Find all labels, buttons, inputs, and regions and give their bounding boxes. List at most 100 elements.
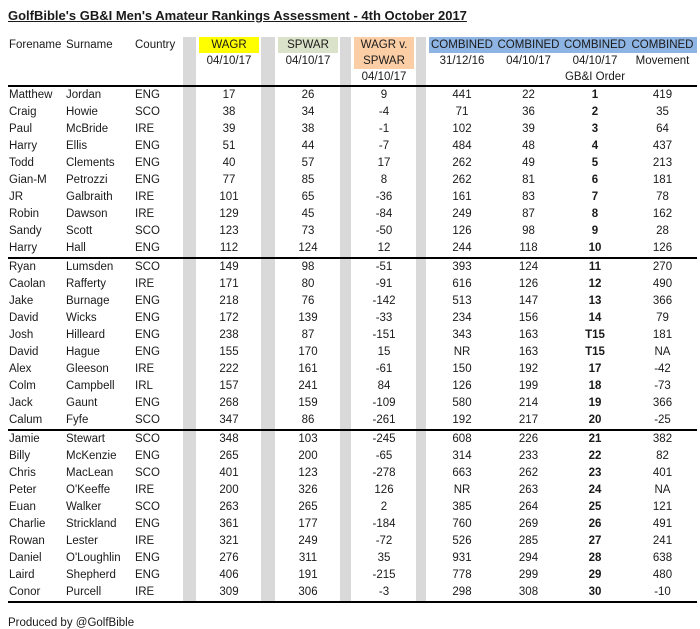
- column-separator: [338, 361, 354, 378]
- cell-movement: 366: [652, 397, 673, 409]
- cell-combined-311216: 71: [455, 106, 469, 118]
- column-separator: [259, 327, 278, 344]
- cell-forename: Matthew: [9, 89, 53, 101]
- header-combined-1: COMBINED: [429, 37, 495, 53]
- cell-gbi-order: 29: [588, 569, 602, 581]
- column-separator: [259, 533, 278, 550]
- cell-forename: Caolan: [9, 278, 46, 290]
- cell-combined-041017: 199: [518, 380, 539, 392]
- column-separator: [414, 259, 429, 276]
- cell-gbi-order: 27: [588, 535, 602, 547]
- cell-surname: MacLean: [66, 467, 114, 479]
- cell-country: ENG: [135, 157, 160, 169]
- cell-surname: Shepherd: [66, 569, 116, 581]
- column-separator: [181, 172, 199, 189]
- column-separator: [259, 155, 278, 172]
- cell-gbi-order: 7: [591, 191, 599, 203]
- cell-wagr-v-spwar: -65: [375, 450, 393, 462]
- cell-wagr-v-spwar: -1: [378, 123, 390, 135]
- table-row: Matthew Jordan ENG 17 26 9 441 22 1 419: [8, 87, 697, 104]
- cell-spwar: 249: [298, 535, 318, 547]
- cell-combined-041017: 294: [518, 552, 539, 564]
- cell-spwar: 45: [301, 208, 315, 220]
- cell-combined-041017: 39: [522, 123, 535, 135]
- table-row: Billy McKenzie ENG 265 200 -65 314 233 22 82: [8, 448, 697, 465]
- cell-spwar: 26: [301, 89, 315, 101]
- header-combined-3: COMBINED: [562, 37, 628, 53]
- column-separator: [181, 104, 199, 121]
- cell-wagr-v-spwar: -61: [375, 363, 393, 375]
- cell-wagr: 321: [219, 535, 239, 547]
- column-separator: [414, 584, 429, 601]
- table-body: Matthew Jordan ENG 17 26 9 441 22 1 419 Craig Howie…: [8, 87, 697, 603]
- cell-forename: Gian-M: [9, 174, 47, 186]
- column-separator: [414, 87, 429, 104]
- cell-surname: Scott: [66, 225, 93, 237]
- column-separator: [338, 223, 354, 240]
- header-combined-date-1: 31/12/16: [439, 55, 485, 67]
- cell-country: ENG: [135, 174, 160, 186]
- table-row: Robin Dawson IRE 129 45 -84 249 87 8 162: [8, 206, 697, 223]
- cell-movement: 419: [652, 89, 673, 101]
- table-row: Daniel O'Loughlin ENG 276 311 35 931 294 28 638: [8, 550, 697, 567]
- table-row: Josh Hilleard ENG 238 87 -151 343 163 T15 181: [8, 327, 697, 344]
- cell-combined-041017: 269: [518, 518, 539, 530]
- cell-movement: -25: [654, 414, 671, 426]
- cell-forename: Sandy: [9, 225, 42, 237]
- column-separator: [414, 482, 429, 499]
- column-separator: [414, 412, 429, 429]
- column-separator: [338, 378, 354, 395]
- column-separator: [414, 138, 429, 155]
- cell-country: SCO: [135, 106, 160, 118]
- column-separator: [338, 395, 354, 412]
- cell-spwar: 86: [301, 414, 315, 426]
- column-separator: [181, 189, 199, 206]
- cell-movement: 126: [652, 242, 673, 254]
- column-separator: [338, 448, 354, 465]
- column-separator: [414, 293, 429, 310]
- cell-surname: Howie: [66, 106, 98, 118]
- header-row-3: 04/10/17 GB&I Order: [8, 69, 697, 85]
- table-row: Jamie Stewart SCO 348 103 -245 608 226 21 382: [8, 431, 697, 448]
- header-combined-date-2: 04/10/17: [506, 55, 551, 67]
- column-separator: [338, 276, 354, 293]
- cell-surname: Purcell: [66, 586, 102, 598]
- table-row: Craig Howie SCO 38 34 -4 71 36 2 35: [8, 104, 697, 121]
- column-separator: [338, 69, 354, 85]
- cell-movement: -73: [654, 380, 671, 392]
- cell-forename: David: [9, 312, 39, 324]
- header-wagr-date: 04/10/17: [206, 55, 252, 67]
- column-separator: [338, 240, 354, 257]
- cell-spwar: 161: [298, 363, 318, 375]
- column-separator: [414, 499, 429, 516]
- cell-forename: Craig: [9, 106, 37, 118]
- cell-surname: Ellis: [66, 140, 88, 152]
- cell-wagr: 112: [219, 242, 239, 254]
- table-row: Calum Fyfe SCO 347 86 -261 192 217 20 -25: [8, 412, 697, 431]
- column-separator: [414, 310, 429, 327]
- table-row: Laird Shepherd ENG 406 191 -215 778 299 29 480: [8, 567, 697, 584]
- cell-gbi-order: 3: [591, 123, 599, 135]
- header-wagr: WAGR: [199, 37, 259, 53]
- cell-spwar: 241: [298, 380, 318, 392]
- column-separator: [259, 516, 278, 533]
- cell-combined-311216: 102: [452, 123, 472, 135]
- column-separator: [259, 87, 278, 104]
- cell-country: ENG: [135, 552, 160, 564]
- cell-movement: 437: [652, 140, 673, 152]
- cell-country: SCO: [135, 501, 160, 513]
- cell-wagr: 129: [219, 208, 239, 220]
- cell-surname: Strickland: [66, 518, 117, 530]
- cell-wagr: 101: [219, 191, 239, 203]
- column-separator: [181, 584, 199, 601]
- cell-forename: Euan: [9, 501, 36, 513]
- cell-gbi-order: T15: [585, 329, 605, 341]
- cell-wagr: 172: [219, 312, 239, 324]
- cell-combined-041017: 285: [518, 535, 539, 547]
- column-separator: [181, 378, 199, 395]
- column-separator: [338, 327, 354, 344]
- cell-gbi-order: 21: [588, 433, 602, 445]
- cell-spwar: 311: [298, 552, 318, 564]
- cell-wagr-v-spwar: 12: [377, 242, 391, 254]
- cell-gbi-order: 8: [591, 208, 599, 220]
